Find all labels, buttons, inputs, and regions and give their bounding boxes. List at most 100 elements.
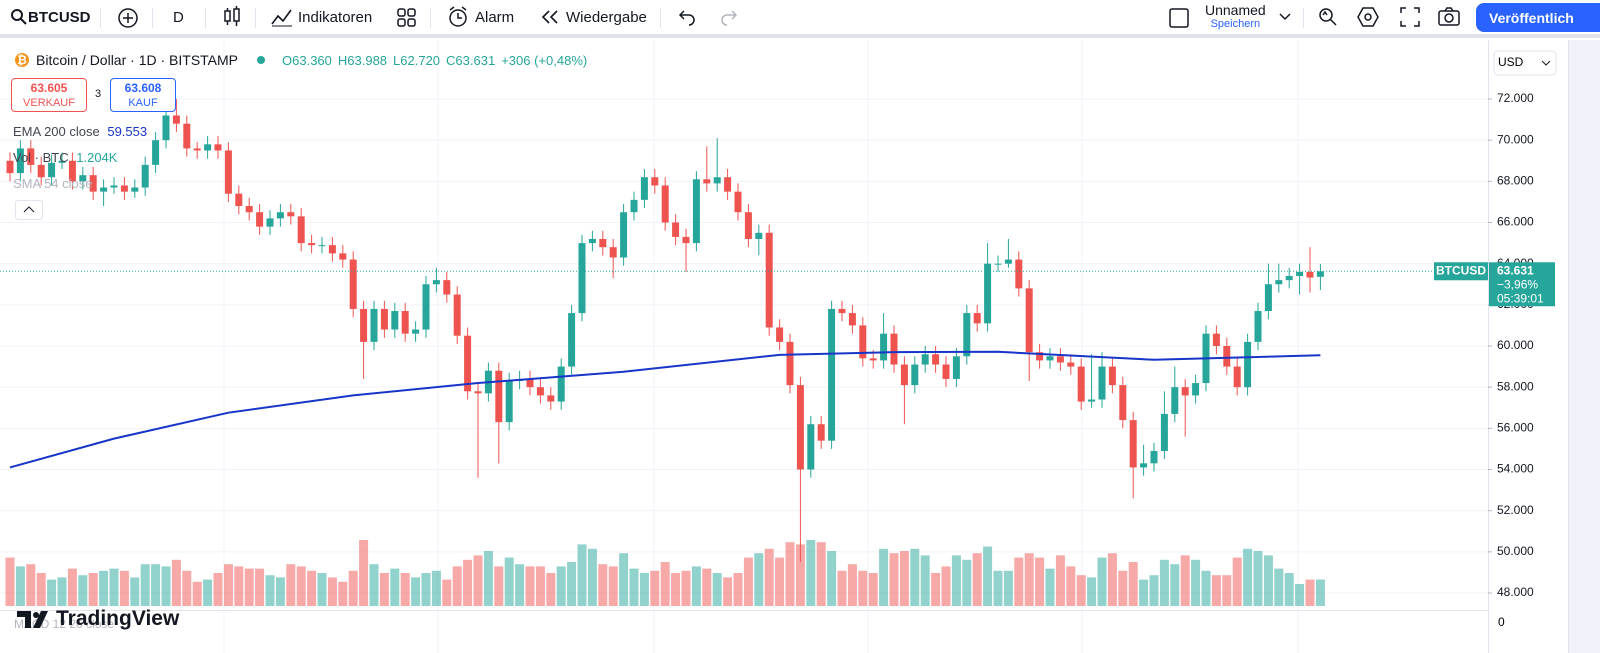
candle-body bbox=[1192, 383, 1200, 396]
volume-bar bbox=[535, 566, 545, 606]
candle-body bbox=[48, 162, 56, 178]
ema-legend: EMA 200 close 59.553 bbox=[13, 124, 147, 139]
candle-body bbox=[422, 284, 430, 330]
candle-body bbox=[453, 294, 461, 336]
quick-search[interactable] bbox=[1317, 6, 1339, 40]
separator bbox=[430, 8, 431, 28]
toolbar: BTCUSD D Indikatoren Alarm Wiedergabe Un… bbox=[0, 0, 1600, 38]
candle-body bbox=[391, 311, 399, 330]
volume-bar bbox=[941, 566, 951, 606]
layout-icon[interactable] bbox=[1168, 7, 1190, 41]
separator bbox=[255, 8, 256, 28]
undo[interactable] bbox=[678, 9, 696, 43]
snapshot[interactable] bbox=[1437, 6, 1461, 40]
add-symbol[interactable] bbox=[117, 7, 139, 41]
fullscreen[interactable] bbox=[1400, 7, 1420, 41]
ema-name: EMA 200 close bbox=[13, 124, 100, 139]
volume-bar bbox=[1003, 570, 1013, 606]
chart-type[interactable] bbox=[222, 6, 242, 40]
logo-text: TradingView bbox=[56, 607, 180, 630]
symbol-search[interactable]: BTCUSD bbox=[10, 0, 91, 34]
volume-bar bbox=[421, 573, 431, 606]
candle-body bbox=[1212, 333, 1220, 347]
candle-body bbox=[828, 308, 836, 441]
volume-bar bbox=[723, 577, 733, 606]
volume-bar bbox=[1097, 557, 1107, 606]
volume-bar bbox=[816, 542, 826, 606]
volume-bar bbox=[1191, 559, 1201, 606]
volume-bar bbox=[1066, 566, 1076, 606]
candle-body bbox=[703, 179, 711, 184]
candle-body bbox=[734, 191, 742, 213]
volume-bar bbox=[171, 559, 181, 606]
candle-body bbox=[193, 148, 201, 151]
volume-bar bbox=[1045, 568, 1055, 606]
candle-body bbox=[266, 218, 274, 227]
volume-bar bbox=[1243, 548, 1253, 606]
redo[interactable] bbox=[720, 9, 738, 43]
volume-bar bbox=[598, 564, 608, 606]
volume-bar bbox=[15, 566, 25, 606]
separator bbox=[152, 8, 153, 28]
layout-menu[interactable]: Unnamed Speichern bbox=[1205, 0, 1266, 34]
price-tag-price: 63.631 bbox=[1497, 263, 1534, 277]
settings[interactable] bbox=[1356, 6, 1380, 40]
currency-button[interactable] bbox=[1493, 50, 1557, 76]
volume-bar bbox=[265, 575, 275, 606]
candle-body bbox=[1088, 399, 1096, 402]
collapse-legend[interactable] bbox=[15, 200, 43, 220]
volume-bar bbox=[5, 557, 15, 606]
volume-bar bbox=[1128, 562, 1138, 606]
symbol-legend: ₿ Bitcoin / Dollar · 1D · BITSTAMP O63.3… bbox=[14, 52, 587, 68]
candle-body bbox=[588, 238, 596, 244]
volume-bar bbox=[234, 566, 244, 606]
volume-bar bbox=[577, 544, 587, 606]
volume-bar bbox=[442, 579, 452, 606]
symbol-tag bbox=[1434, 262, 1488, 281]
publish-label: Veröffentlich bbox=[1489, 9, 1574, 26]
publish-button[interactable]: Veröffentlich bbox=[1476, 3, 1600, 32]
candle-body bbox=[1098, 366, 1106, 400]
volume-bar bbox=[359, 540, 369, 606]
replay-button[interactable]: Wiedergabe bbox=[540, 0, 647, 34]
candle-body bbox=[27, 148, 35, 165]
interval[interactable]: D bbox=[173, 8, 184, 26]
candle-body bbox=[1067, 362, 1075, 367]
candle-body bbox=[131, 187, 139, 192]
candle-body bbox=[68, 160, 76, 182]
volume-bar bbox=[1055, 555, 1065, 606]
volume-bar bbox=[889, 553, 899, 606]
candle-body bbox=[370, 308, 378, 342]
currency: USD bbox=[1498, 55, 1524, 69]
volume-bar bbox=[868, 573, 878, 606]
volume-bar bbox=[140, 564, 150, 606]
volume-bar bbox=[1274, 568, 1284, 606]
sell-button[interactable]: 63.605 VERKAUF bbox=[11, 78, 87, 112]
candle-body bbox=[672, 222, 680, 237]
volume-bar bbox=[910, 548, 920, 606]
candle-body bbox=[536, 387, 544, 396]
candle-body bbox=[1244, 341, 1252, 388]
indicators-button[interactable]: Indikatoren bbox=[270, 0, 372, 34]
volume-bar bbox=[785, 542, 795, 606]
candle-body bbox=[1285, 276, 1293, 281]
candle-body bbox=[651, 177, 659, 186]
volume-bar bbox=[182, 570, 192, 606]
candle-body bbox=[776, 327, 784, 342]
volume-bar bbox=[130, 577, 140, 606]
candle-body bbox=[817, 424, 825, 441]
lower-axis-label: 0 bbox=[1498, 615, 1505, 629]
candle-body bbox=[1223, 346, 1231, 367]
volume-bar bbox=[1201, 570, 1211, 606]
candle-body bbox=[100, 187, 108, 192]
volume-bar bbox=[203, 579, 213, 606]
alert-button[interactable]: Alarm bbox=[447, 0, 514, 34]
layout-caret[interactable] bbox=[1279, 12, 1291, 46]
volume-bar bbox=[764, 548, 774, 606]
svg-text:₿: ₿ bbox=[17, 53, 27, 67]
logo-mark bbox=[17, 611, 48, 628]
buy-button[interactable]: 63.608 KAUF bbox=[110, 78, 176, 112]
templates[interactable] bbox=[397, 8, 417, 42]
ohlc-low: L62.720 bbox=[393, 52, 441, 68]
candle-body bbox=[807, 424, 815, 470]
